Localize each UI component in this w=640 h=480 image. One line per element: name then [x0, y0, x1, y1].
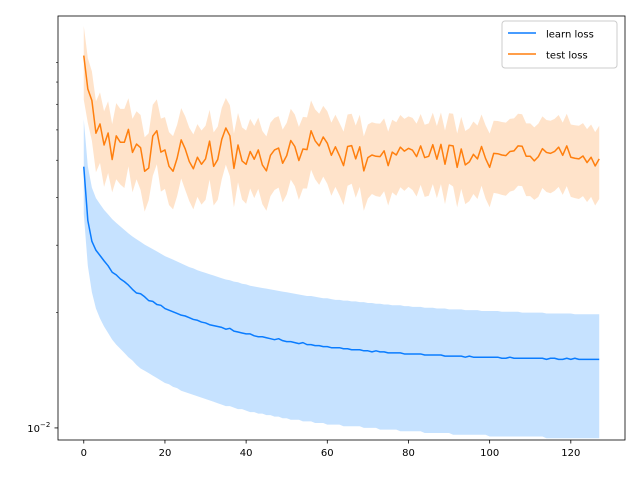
series-line-test-loss: [83, 55, 600, 172]
series-line-learn-loss: [83, 166, 600, 361]
x-tick-label: 120: [561, 448, 580, 459]
axes-frame: [57, 15, 626, 441]
band-learn-loss: [83, 119, 600, 439]
legend: learn loss test loss: [501, 20, 618, 69]
x-tick-label: 100: [480, 448, 499, 459]
band-test-loss: [83, 25, 600, 212]
x-tick-label: 80: [402, 448, 415, 459]
x-tick-label: 20: [159, 448, 172, 459]
x-tick-label: 40: [240, 448, 253, 459]
x-tick-label: 60: [321, 448, 334, 459]
plot-area: [83, 25, 600, 439]
x-tick-label: 0: [81, 448, 87, 459]
legend-label-test-loss: test loss: [546, 51, 588, 62]
y-axis: 10 −2: [27, 62, 58, 435]
y-tick-label: 10: [27, 424, 40, 435]
y-tick-label-exponent: −2: [40, 421, 50, 429]
x-axis: 0 20 40 60 80 100 120: [81, 440, 580, 459]
legend-label-learn-loss: learn loss: [546, 30, 594, 41]
